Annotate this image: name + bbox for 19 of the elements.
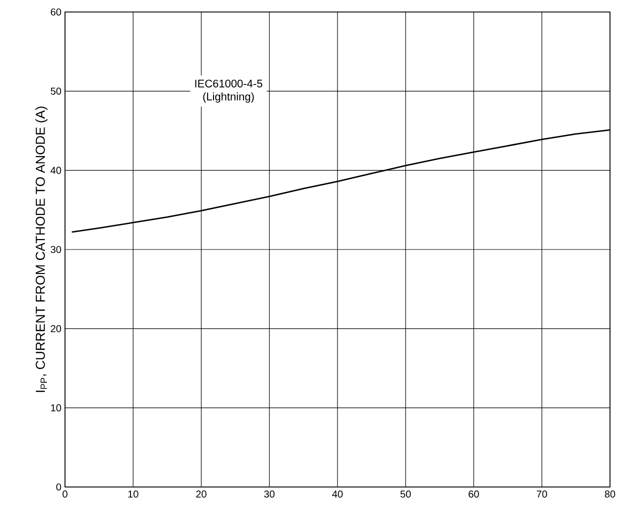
- x-tick-label: 40: [332, 490, 343, 498]
- annotation: (Lightning): [203, 92, 254, 103]
- y-tick-label: 20: [50, 325, 62, 332]
- x-tick-label: 10: [128, 490, 138, 498]
- y-tick-label: 40: [50, 166, 62, 174]
- x-tick-label: 30: [264, 490, 275, 498]
- y-axis-title: I$_{PP}$, CURRENT FROM CATHODE TO ANODE (A): [35, 106, 48, 392]
- x-tick-label: 0: [62, 490, 68, 498]
- x-tick-label: 80: [604, 490, 616, 498]
- annotation: IEC61000-4-5: [195, 80, 262, 88]
- y-tick-label: 50: [50, 88, 62, 95]
- x-tick-label: 60: [468, 490, 479, 498]
- x-tick-label: 20: [196, 490, 206, 498]
- y-tick-label: 30: [50, 246, 62, 254]
- y-tick-label: 0: [56, 483, 62, 491]
- x-tick-label: 50: [400, 490, 411, 498]
- x-tick-label: 70: [536, 490, 548, 498]
- y-tick-label: 10: [51, 404, 62, 412]
- y-tick-label: 60: [50, 8, 62, 16]
